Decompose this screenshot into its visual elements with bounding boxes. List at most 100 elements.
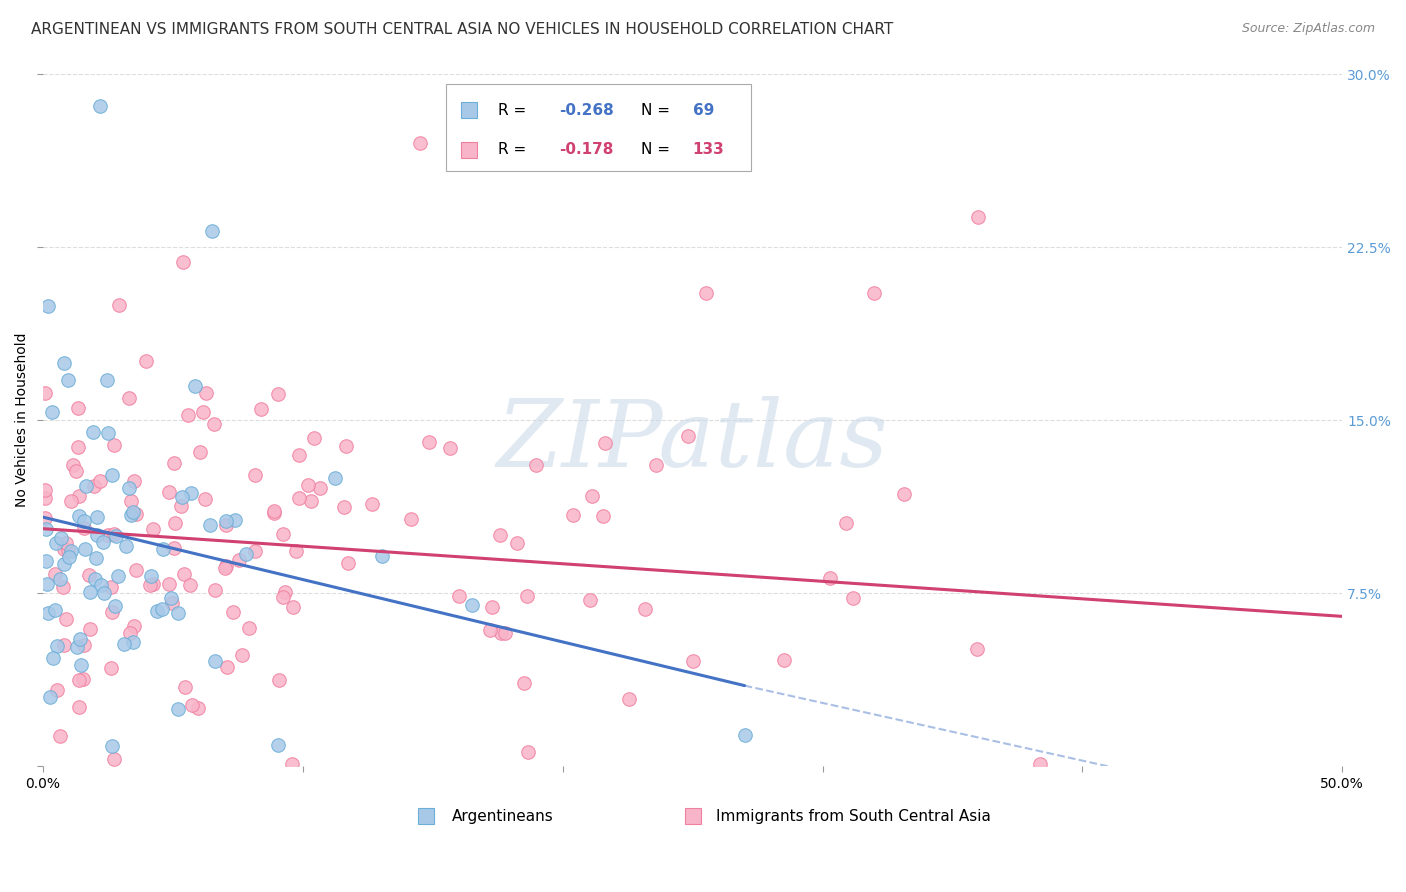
Point — [135, 354, 157, 368]
Point — [37, 299, 59, 313]
Point — [516, 745, 538, 759]
Point — [634, 602, 657, 616]
Point — [67, 401, 90, 416]
Point — [177, 408, 200, 422]
Point — [55, 611, 77, 625]
Point — [401, 512, 423, 526]
Point — [58, 373, 80, 387]
Point — [75, 479, 97, 493]
Point — [100, 739, 122, 754]
Point — [44, 567, 66, 582]
FancyBboxPatch shape — [446, 85, 751, 171]
Y-axis label: No Vehicles in Household: No Vehicles in Household — [15, 333, 30, 508]
Point — [45, 639, 67, 653]
Point — [160, 591, 183, 606]
Point — [174, 680, 197, 694]
Point — [44, 602, 66, 616]
Point — [125, 507, 148, 521]
Point — [157, 577, 180, 591]
Point — [152, 542, 174, 557]
Point — [163, 541, 186, 556]
Point — [489, 528, 512, 542]
Point — [645, 458, 668, 473]
Point — [524, 458, 547, 472]
Point — [250, 401, 273, 416]
Point — [52, 580, 75, 594]
Point — [67, 489, 90, 503]
Point — [34, 483, 56, 498]
Point — [53, 638, 76, 652]
Point — [35, 577, 58, 591]
Text: R =: R = — [498, 103, 531, 118]
Point — [142, 577, 165, 591]
Point — [142, 522, 165, 536]
Point — [35, 554, 58, 568]
Point — [170, 490, 193, 504]
Point — [516, 589, 538, 603]
Point — [125, 563, 148, 577]
Point — [202, 417, 225, 432]
Point — [184, 379, 207, 393]
Point — [561, 508, 583, 522]
Point — [122, 635, 145, 649]
Point — [461, 598, 484, 612]
Point — [285, 544, 308, 558]
Point — [69, 657, 91, 672]
Point — [157, 484, 180, 499]
Point — [676, 429, 699, 443]
Point — [173, 566, 195, 581]
Point — [337, 557, 360, 571]
Point — [966, 641, 988, 656]
Point — [105, 529, 128, 543]
Point — [104, 599, 127, 614]
Point — [86, 510, 108, 524]
Point — [818, 571, 841, 585]
Point — [108, 298, 131, 312]
Point — [280, 756, 302, 771]
Text: -0.268: -0.268 — [558, 103, 613, 118]
Point — [89, 475, 111, 489]
Point — [35, 522, 58, 536]
Point — [842, 591, 865, 605]
Point — [162, 597, 184, 611]
Text: ARGENTINEAN VS IMMIGRANTS FROM SOUTH CENTRAL ASIA NO VEHICLES IN HOUSEHOLD CORRE: ARGENTINEAN VS IMMIGRANTS FROM SOUTH CEN… — [31, 22, 893, 37]
Point — [122, 474, 145, 488]
Point — [513, 676, 536, 690]
Point — [215, 518, 238, 533]
Text: R =: R = — [498, 143, 531, 158]
Point — [120, 626, 142, 640]
Point — [56, 543, 79, 558]
Point — [103, 438, 125, 452]
Point — [97, 528, 120, 542]
Point — [34, 491, 56, 505]
Point — [55, 536, 77, 550]
Point — [107, 569, 129, 583]
Point — [288, 491, 311, 505]
Point — [59, 544, 82, 558]
Point — [103, 526, 125, 541]
Point — [297, 478, 319, 492]
Point — [271, 590, 294, 604]
Point — [46, 683, 69, 698]
Point — [481, 600, 503, 615]
Point — [273, 584, 295, 599]
Point — [41, 404, 63, 418]
Point — [214, 561, 236, 575]
Point — [122, 618, 145, 632]
Point — [150, 601, 173, 615]
Point — [506, 536, 529, 550]
Point — [49, 532, 72, 546]
Point — [1029, 757, 1052, 772]
Point — [267, 738, 290, 752]
Point — [62, 458, 84, 472]
Point — [215, 515, 238, 529]
Point — [67, 699, 90, 714]
Point — [89, 99, 111, 113]
Point — [245, 468, 267, 483]
Point — [179, 578, 201, 592]
Point — [263, 506, 285, 520]
Point — [201, 224, 224, 238]
Point — [194, 385, 217, 400]
Point — [38, 690, 60, 704]
Point — [49, 730, 72, 744]
